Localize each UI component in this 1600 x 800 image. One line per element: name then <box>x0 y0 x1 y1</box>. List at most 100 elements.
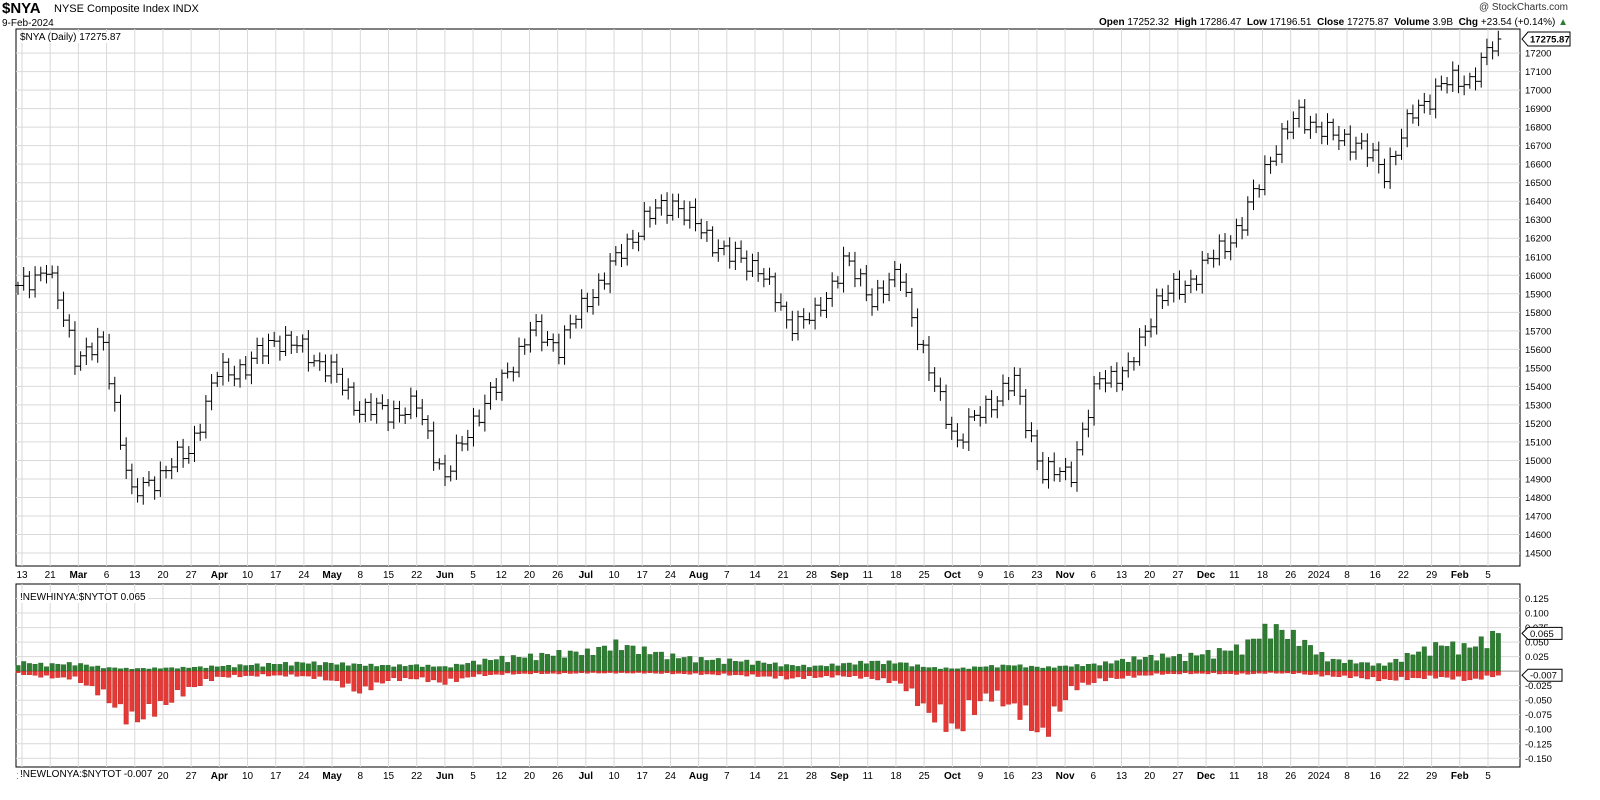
newlow-bar <box>750 670 755 675</box>
newhigh-bar <box>795 666 801 672</box>
price-bar <box>1370 142 1377 162</box>
newhigh-bar <box>915 664 921 672</box>
newhigh-bar <box>1000 664 1006 672</box>
newlow-bar <box>1490 670 1496 678</box>
newlow-bar <box>1290 670 1296 674</box>
price-bar <box>561 325 568 365</box>
newlow-bar <box>21 670 27 675</box>
newlow-bar <box>192 670 197 688</box>
newlow-bar <box>966 670 972 701</box>
indicator-x-tick-label: Sep <box>830 771 848 782</box>
newlow-bar <box>305 670 311 677</box>
indicator-x-tick-label: Apr <box>211 771 228 782</box>
price-bar <box>1182 280 1189 303</box>
newlow-bar <box>1245 670 1251 675</box>
newhigh-bar <box>248 665 254 672</box>
newlow-bar <box>140 670 146 720</box>
newhigh-bar <box>1393 658 1399 672</box>
indicator-x-tick-label: 28 <box>806 771 818 782</box>
newlow-bar <box>123 670 129 725</box>
price-bar <box>157 461 164 497</box>
price-x-tick-label: 26 <box>552 570 564 581</box>
newhigh-bar <box>1256 638 1262 672</box>
price-bar <box>476 409 483 427</box>
price-bar <box>54 265 61 310</box>
indicator-x-tick-label: 13 <box>1116 771 1128 782</box>
price-bar <box>163 465 170 479</box>
price-x-tick-label: 15 <box>383 570 395 581</box>
newhigh-bar <box>1245 639 1251 672</box>
newhigh-bar <box>397 664 402 672</box>
newlow-bar <box>880 670 886 679</box>
indicator-x-tick-label: 11 <box>1229 771 1240 782</box>
newhigh-bar <box>260 666 266 672</box>
price-x-tick-label: 11 <box>863 570 874 581</box>
indicator-y-tick-label: 0.025 <box>1525 652 1549 663</box>
newlow-bar <box>362 670 368 687</box>
newlow-bar <box>323 670 328 681</box>
newlow-bar <box>1103 670 1108 682</box>
newhigh-bar <box>1421 646 1427 672</box>
newhigh-bar <box>943 667 949 672</box>
price-bar <box>749 253 756 277</box>
newhigh-bar <box>1285 639 1291 672</box>
price-bar <box>544 331 551 347</box>
newlow-bar <box>954 670 960 729</box>
newhigh-bar <box>704 660 710 672</box>
price-y-tick-label: 16300 <box>1525 215 1551 226</box>
newlow-last-tag-text: -0.007 <box>1530 671 1557 682</box>
newhigh-bar <box>1239 654 1245 672</box>
price-bar <box>1244 196 1251 236</box>
price-bar <box>174 440 181 473</box>
price-bar <box>15 281 21 295</box>
newhigh-bar <box>1364 662 1370 672</box>
price-bar <box>407 387 414 420</box>
newhigh-bar <box>431 666 437 672</box>
newlow-bars-group <box>15 670 1501 737</box>
newhigh-bar <box>1177 654 1182 672</box>
newlow-bar <box>1478 670 1484 680</box>
newhigh-bar <box>1165 657 1171 672</box>
newhigh-bar <box>1251 638 1256 672</box>
price-bar <box>675 193 682 218</box>
newhigh-bar <box>1068 666 1074 672</box>
indicator-x-tick-label: 25 <box>919 771 931 782</box>
newlow-bar <box>1171 670 1177 674</box>
newhigh-bar <box>1484 648 1490 672</box>
newhigh-bar <box>1131 656 1137 672</box>
close-value: 17275.87 <box>1346 17 1389 28</box>
price-bar <box>1330 118 1337 141</box>
price-x-tick-label: 8 <box>358 570 364 581</box>
price-bar <box>1307 115 1314 139</box>
newlow-bar <box>1023 670 1029 706</box>
price-y-tick-label: 16900 <box>1525 104 1551 115</box>
newlow-bar <box>670 670 676 675</box>
price-bar <box>584 292 591 313</box>
newlow-bar <box>1114 670 1120 679</box>
newlow-bar <box>135 670 141 723</box>
price-bar <box>71 321 78 375</box>
price-x-tick-label: 14 <box>749 570 761 581</box>
price-x-tick-label: Aug <box>689 570 708 581</box>
newlow-bar <box>1484 670 1490 676</box>
newlow-bar <box>590 670 596 673</box>
price-bar <box>1444 76 1451 94</box>
newlow-bar <box>465 670 471 678</box>
price-bar <box>208 374 215 411</box>
newlow-bar <box>960 670 966 732</box>
newhigh-bar <box>357 664 363 672</box>
newlow-bar <box>522 670 528 674</box>
newhigh-bar <box>1399 661 1404 672</box>
newhigh-bar <box>510 655 516 672</box>
volume-value: 3.9B <box>1432 17 1454 28</box>
price-bar <box>464 429 471 451</box>
price-bar <box>988 390 995 418</box>
newhigh-bar <box>283 662 289 672</box>
newlow-bar <box>1006 670 1012 705</box>
newlow-bar <box>471 670 476 677</box>
newlow-bar <box>772 670 778 679</box>
price-bar <box>66 314 73 338</box>
newlow-bar <box>1381 670 1387 680</box>
newlow-bar <box>664 670 670 673</box>
price-bar <box>151 476 158 500</box>
